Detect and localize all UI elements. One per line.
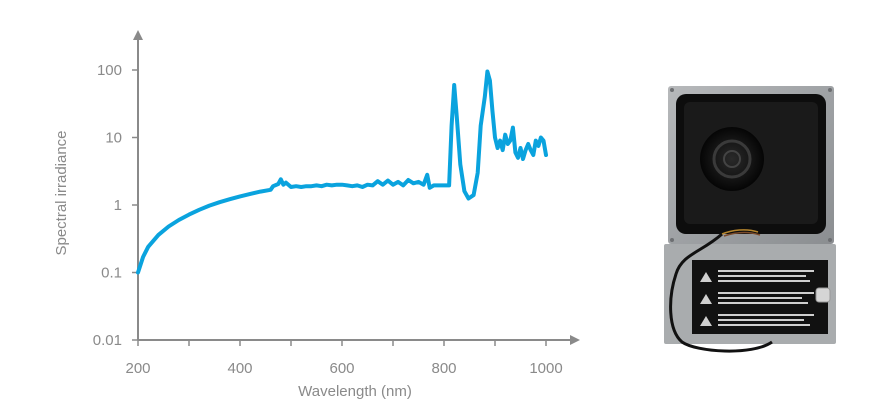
y-ticks: 0.01 0.1 1 10 100 (93, 62, 138, 349)
x-ticks: 200 400 600 800 1000 (125, 340, 563, 377)
y-tick-label: 0.01 (93, 332, 122, 349)
sensor-device-photo (662, 84, 840, 374)
spectrum-chart: 0.01 0.1 1 10 100 200 400 600 800 1000 Wavelengt… (53, 30, 580, 400)
y-axis-arrow (133, 30, 143, 40)
chart-canvas: 0.01 0.1 1 10 100 200 400 600 800 1000 Wavelengt… (53, 30, 580, 400)
x-axis-arrow (570, 335, 580, 345)
x-tick-label: 400 (227, 360, 252, 377)
series-layer (136, 69, 548, 275)
sensor-device-image (664, 86, 836, 353)
x-tick-label: 1000 (529, 360, 562, 377)
x-tick-label: 200 (125, 360, 150, 377)
y-tick-label: 0.1 (101, 265, 122, 282)
y-tick-label: 100 (97, 62, 122, 79)
y-axis-title: Spectral irradiance (53, 130, 70, 255)
spectrum-line (136, 69, 548, 275)
y-tick-label: 10 (105, 130, 122, 147)
y-tick-label: 1 (114, 197, 122, 214)
x-tick-label: 800 (431, 360, 456, 377)
x-axis-title: Wavelength (nm) (298, 383, 412, 400)
x-tick-label: 600 (329, 360, 354, 377)
